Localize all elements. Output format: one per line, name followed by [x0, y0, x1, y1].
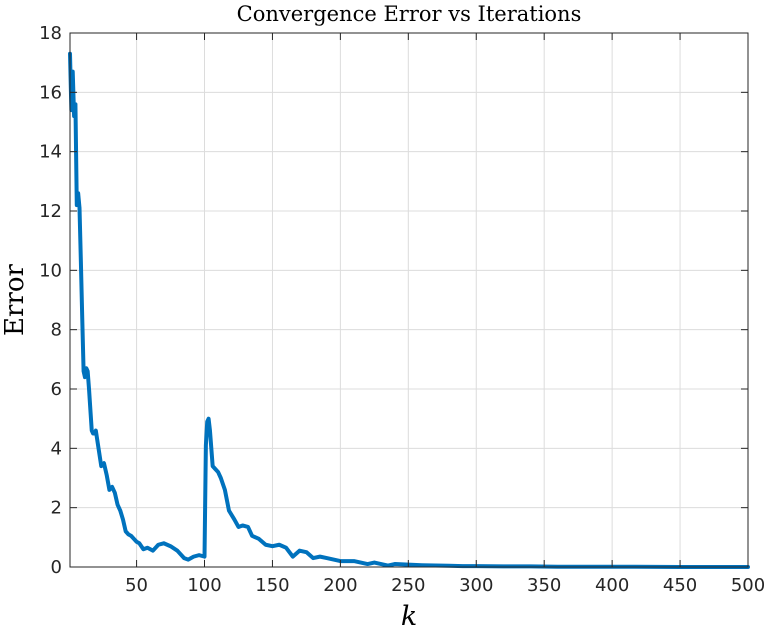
y-tick-label: 2	[51, 498, 62, 519]
x-tick-label: 200	[323, 575, 357, 596]
x-tick-label: 400	[595, 575, 629, 596]
y-axis-label: Error	[0, 263, 30, 335]
x-tick-label: 300	[459, 575, 493, 596]
plot-area	[70, 33, 748, 567]
x-tick-label: 250	[391, 575, 425, 596]
x-tick-label: 50	[125, 575, 148, 596]
y-tick-label: 0	[51, 557, 62, 578]
series-group	[68, 51, 750, 569]
x-tick-labels: 50 100 150 200 250 300 350 400 450 500	[125, 575, 765, 596]
plot-frame	[69, 32, 749, 568]
x-tick-label: 500	[731, 575, 765, 596]
series-line	[68, 51, 750, 569]
x-axis-label: k	[401, 601, 417, 630]
y-tick-label: 4	[51, 438, 62, 459]
y-tick-label: 8	[51, 320, 62, 341]
x-tick-label: 450	[663, 575, 697, 596]
x-tick-label: 150	[255, 575, 289, 596]
y-tick-label: 14	[39, 142, 62, 163]
y-tick-label: 16	[39, 82, 62, 103]
y-tick-label: 10	[39, 260, 62, 281]
ticks	[70, 32, 749, 568]
y-tick-label: 12	[39, 201, 62, 222]
y-tick-label: 18	[39, 23, 62, 44]
y-tick-label: 6	[51, 379, 62, 400]
chart-title: Convergence Error vs Iterations	[237, 2, 582, 26]
x-tick-label: 350	[527, 575, 561, 596]
y-tick-labels: 0 2 4 6 8 10 12 14 16 18	[39, 23, 62, 578]
x-tick-label: 100	[187, 575, 221, 596]
